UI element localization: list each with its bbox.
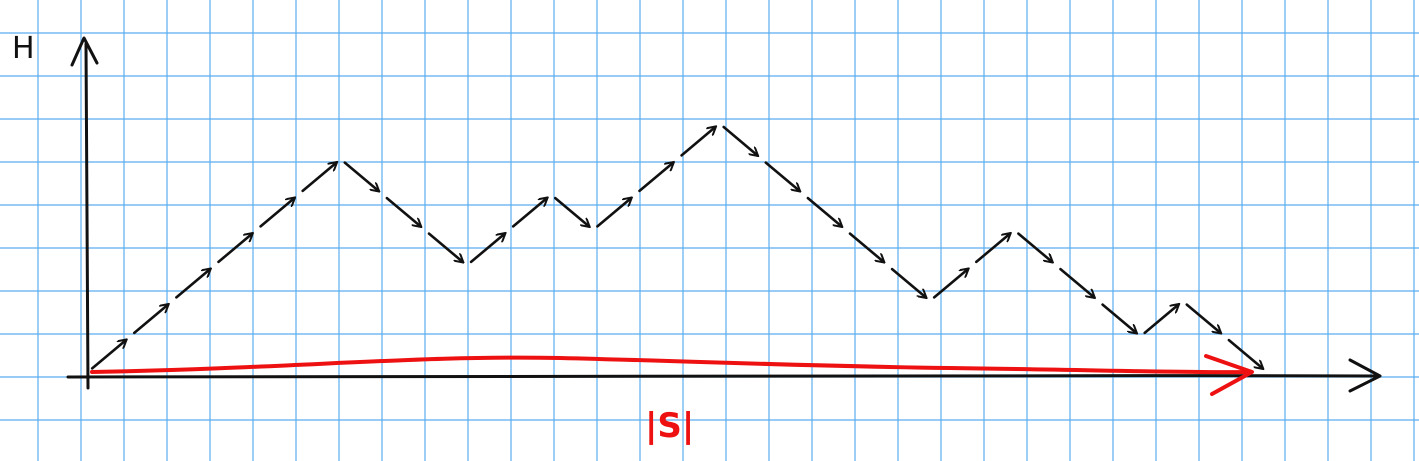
- down-step-arrow: [1101, 303, 1137, 333]
- down-step-arrow: [848, 232, 884, 262]
- y-axis-label: H: [12, 31, 35, 66]
- down-step-arrow: [1017, 232, 1052, 262]
- y-axis-arrowhead: [70, 36, 99, 67]
- x-axis-line: [66, 374, 1380, 380]
- up-step-arrow: [680, 127, 716, 157]
- down-step-arrow: [1227, 338, 1263, 368]
- down-step-arrow: [385, 196, 421, 226]
- up-step-arrow: [259, 198, 295, 228]
- down-step-arrow: [427, 232, 463, 262]
- size-arrow: [90, 354, 1254, 396]
- down-step-arrow: [764, 161, 800, 191]
- down-step-arrow: [343, 161, 379, 191]
- up-step-arrow: [469, 234, 505, 264]
- up-step-arrow: [1143, 305, 1179, 335]
- up-step-arrow: [596, 198, 631, 228]
- down-step-arrow: [553, 196, 589, 226]
- down-step-arrow: [890, 267, 926, 297]
- down-step-arrow: [806, 196, 842, 226]
- up-step-arrow: [974, 234, 1010, 264]
- lattice-path: [90, 125, 1263, 370]
- x-axis-label: |S|: [645, 406, 694, 446]
- size-arrow-head: [1204, 354, 1254, 396]
- up-step-arrow: [175, 269, 210, 299]
- down-step-arrow: [1059, 267, 1095, 297]
- up-step-arrow: [932, 269, 968, 299]
- size-arrow-line: [90, 355, 1250, 375]
- up-step-arrow: [217, 234, 253, 264]
- up-step-arrow: [301, 163, 337, 193]
- axes: [66, 36, 1382, 393]
- y-axis-line: [84, 42, 90, 390]
- up-step-arrow: [511, 198, 547, 228]
- down-step-arrow: [722, 125, 758, 155]
- x-axis-arrowhead: [1348, 358, 1382, 393]
- up-step-arrow: [90, 340, 126, 370]
- up-step-arrow: [638, 163, 674, 193]
- down-step-arrow: [1185, 303, 1221, 333]
- up-step-arrow: [133, 305, 168, 335]
